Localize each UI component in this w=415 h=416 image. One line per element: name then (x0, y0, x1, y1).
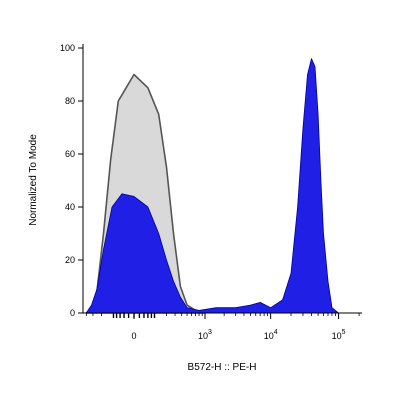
y-tick-label: 40 (65, 202, 75, 212)
x-tick-label: 104 (264, 329, 278, 341)
y-tick-label: 60 (65, 149, 75, 159)
x-axis-title: B572-H :: PE-H (188, 362, 257, 373)
y-axis-title: Normalized To Mode (28, 134, 39, 226)
x-tick-label: 0 (131, 331, 136, 341)
y-tick-label: 100 (60, 43, 75, 53)
y-tick-label: 0 (70, 308, 75, 318)
y-tick-label: 20 (65, 255, 75, 265)
axes-layer (82, 44, 362, 314)
x-tick-label: 105 (332, 329, 346, 341)
series-layer (85, 58, 339, 314)
ticks-layer: 0 20 40 60 80 100 0 103 104 105 (60, 43, 360, 341)
stained-histogram (85, 58, 339, 314)
x-tick-label: 103 (198, 329, 212, 341)
y-tick-label: 80 (65, 96, 75, 106)
